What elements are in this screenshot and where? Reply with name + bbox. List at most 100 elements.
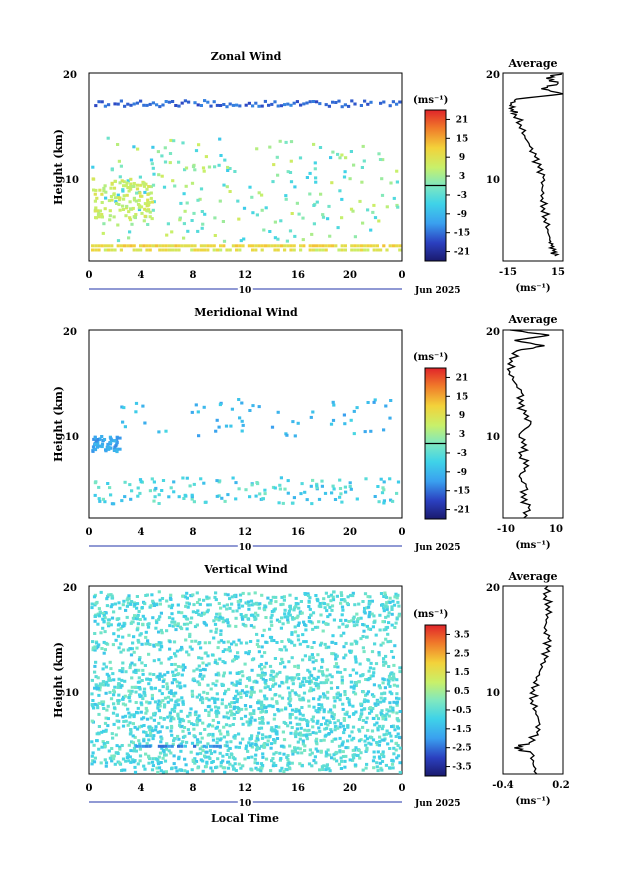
wind-cell: [301, 713, 305, 717]
panel-zonal: Zonal Wind Height (km) 20 10 0 4 8 12 16…: [52, 50, 565, 298]
wind-cell: [124, 214, 128, 218]
average-title: Average: [507, 570, 557, 583]
wind-cell: [215, 418, 219, 422]
wind-cell: [324, 768, 328, 772]
wind-cell: [140, 642, 144, 646]
wind-cell: [339, 756, 343, 760]
wind-cell: [275, 672, 279, 676]
wind-cell: [176, 624, 180, 628]
wind-cell: [382, 499, 386, 503]
wind-cell: [357, 717, 362, 721]
wind-cell: [105, 672, 109, 676]
wind-cell: [261, 764, 265, 767]
wind-cell: [303, 728, 307, 732]
wind-cell: [130, 685, 134, 689]
wind-cell: [268, 734, 272, 738]
wind-cell: [395, 684, 400, 688]
wind-cell: [298, 610, 302, 614]
wind-cell: [91, 248, 95, 252]
wind-cell: [283, 103, 287, 107]
wind-cell: [178, 720, 182, 724]
wind-cell: [357, 749, 361, 752]
wind-cell: [245, 690, 249, 694]
wind-cell: [364, 743, 368, 747]
wind-cell: [169, 719, 173, 723]
wind-cell: [266, 685, 270, 689]
wind-cell: [183, 493, 187, 497]
wind-cell: [167, 749, 171, 753]
wind-cell: [387, 611, 391, 615]
wind-cell: [368, 595, 372, 599]
wind-cell: [264, 206, 268, 210]
wind-cell: [229, 740, 233, 744]
wind-cell: [204, 708, 208, 712]
wind-cell: [183, 595, 188, 599]
wind-cell: [97, 215, 101, 219]
wind-cell: [365, 748, 369, 752]
wind-cell: [393, 728, 397, 732]
wind-cell: [128, 732, 132, 736]
wind-cell: [390, 650, 394, 653]
wind-cell: [340, 500, 344, 504]
wind-cell: [174, 104, 178, 107]
wind-cell: [123, 104, 127, 108]
wind-cell: [325, 674, 329, 678]
wind-cell: [237, 762, 241, 766]
wind-cell: [232, 705, 236, 709]
wind-cell: [368, 706, 373, 710]
wind-cell: [369, 429, 373, 433]
wind-cell: [228, 705, 233, 709]
wind-cell: [376, 728, 380, 732]
wind-cell: [340, 605, 345, 609]
wind-cell: [95, 641, 99, 645]
wind-cell: [177, 495, 181, 499]
wind-cell: [165, 629, 169, 633]
wind-cell: [169, 656, 173, 659]
wind-cell: [196, 198, 200, 202]
wind-cell: [141, 672, 145, 676]
wind-cell: [342, 728, 347, 731]
wind-cell: [352, 409, 356, 413]
wind-cell: [140, 606, 144, 609]
wind-cell: [308, 689, 312, 693]
wind-cell: [101, 617, 105, 621]
wind-cell: [221, 674, 226, 678]
wind-cell: [134, 410, 138, 414]
wind-cell: [223, 499, 227, 503]
wind-cell: [339, 601, 343, 605]
wind-cell: [301, 658, 305, 662]
wind-cell: [308, 753, 312, 757]
wind-cell: [373, 398, 377, 402]
wind-cell: [204, 745, 209, 749]
wind-cell: [116, 244, 120, 248]
wind-cell: [103, 648, 107, 652]
wind-cell: [223, 744, 227, 748]
wind-cell: [132, 749, 136, 753]
wind-cell: [169, 689, 173, 693]
wind-cell: [301, 216, 305, 220]
wind-cell: [351, 748, 355, 752]
wind-cell: [233, 736, 237, 740]
wind-cell: [166, 715, 170, 719]
wind-cell: [384, 637, 388, 641]
wind-cell: [367, 599, 371, 603]
wind-cell: [181, 702, 185, 706]
wind-cell: [255, 737, 259, 741]
wind-cell: [367, 658, 371, 662]
wind-cell: [293, 234, 297, 238]
wind-cell: [218, 199, 222, 203]
wind-cell: [179, 749, 183, 753]
average-frame: [502, 72, 564, 262]
wind-cell: [224, 704, 228, 708]
wind-cell: [314, 594, 318, 597]
wind-cell: [272, 639, 276, 642]
wind-cell: [151, 599, 155, 603]
wind-cell: [359, 751, 363, 755]
wind-cell: [279, 219, 283, 223]
wind-cell: [289, 140, 294, 144]
wind-cell: [294, 602, 298, 605]
wind-cell: [240, 419, 244, 423]
wind-cell: [230, 701, 234, 705]
wind-cell: [298, 156, 303, 160]
